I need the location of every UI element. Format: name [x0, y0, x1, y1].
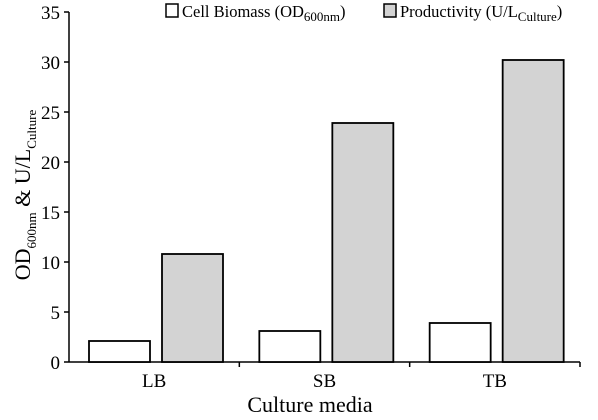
plot-area: 0 5 10 15 20 25 30 35 LB SB TB: [41, 3, 581, 392]
bar-sb-series-0: [258, 330, 322, 363]
x-tick-label-tb: TB: [483, 371, 507, 392]
y-tick-label-15: 15: [41, 203, 60, 224]
y-tick-label-5: 5: [51, 303, 61, 324]
bar-sb-series-1: [331, 122, 395, 363]
legend-label-cell-biomass: Cell Biomass (OD600nm): [182, 2, 346, 24]
y-axis-title-sub2: Culture: [24, 110, 39, 149]
legend-label-productivity: Productivity (U/LCulture): [400, 2, 562, 24]
y-axis-title-part2: & U/L: [10, 149, 35, 213]
legend-label-productivity-main: Productivity (U/L: [400, 2, 518, 21]
bar-lb-series-0: [88, 340, 151, 363]
y-tick-label-35: 35: [41, 3, 60, 24]
legend-label-productivity-sub: Culture: [518, 9, 557, 24]
y-axis-title: OD600nm & U/LCulture: [10, 110, 39, 281]
y-tick-label-0: 0: [51, 353, 61, 374]
legend: Cell Biomass (OD600nm) Productivity (U/L…: [165, 2, 562, 24]
y-tick-label-25: 25: [41, 103, 60, 124]
y-tick-label-20: 20: [41, 153, 60, 174]
bar-tb-series-1: [501, 59, 565, 363]
x-tick-label-sb: SB: [313, 371, 336, 392]
x-axis-title: Culture media: [247, 392, 372, 417]
bar-tb-series-0: [428, 322, 492, 363]
y-axis-title-sub1: 600nm: [24, 212, 39, 248]
y-tick-label-10: 10: [41, 253, 60, 274]
legend-label-productivity-close: ): [557, 2, 563, 21]
y-tick-label-30: 30: [41, 53, 60, 74]
y-axis-title-part1: OD: [10, 248, 35, 280]
x-tick-label-lb: LB: [142, 371, 166, 392]
legend-swatch-productivity: [383, 3, 397, 18]
legend-swatch-cell-biomass: [165, 3, 179, 18]
bar-lb-series-1: [161, 253, 224, 363]
legend-label-cell-biomass-close: ): [340, 2, 346, 21]
legend-label-cell-biomass-main: Cell Biomass (OD: [182, 2, 304, 21]
legend-label-cell-biomass-sub: 600nm: [304, 9, 340, 24]
